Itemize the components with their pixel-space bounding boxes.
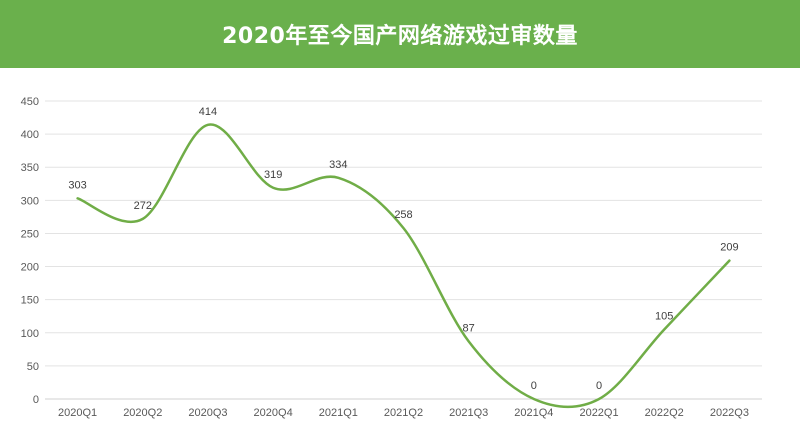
y-axis-ticks: 0 50 100 150 200 250 300 350 400 450: [21, 96, 39, 406]
gridlines: [45, 100, 762, 400]
x-tick-label: 2021Q3: [449, 407, 488, 419]
x-tick-label: 2020Q3: [188, 407, 227, 419]
data-label: 303: [68, 179, 86, 191]
data-label: 105: [655, 310, 673, 322]
y-tick-label: 0: [33, 394, 39, 406]
chart-title-banner: 2020年至今国产网络游戏过审数量: [0, 0, 800, 68]
x-tick-label: 2022Q2: [645, 407, 684, 419]
data-label: 334: [329, 159, 347, 171]
series-line: [76, 123, 731, 409]
y-tick-label: 450: [21, 96, 39, 108]
x-tick-label: 2022Q3: [710, 407, 749, 419]
x-axis-ticks: 2020Q1 2020Q2 2020Q3 2020Q4 2021Q1 2021Q2 2021…: [58, 407, 749, 419]
y-tick-label: 300: [21, 195, 39, 207]
x-tick-label: 2020Q1: [58, 407, 97, 419]
y-tick-label: 200: [21, 262, 39, 274]
data-label: 0: [596, 380, 602, 392]
data-label: 209: [720, 242, 738, 254]
data-label: 87: [463, 322, 475, 334]
series-layer: [76, 123, 731, 409]
y-tick-label: 350: [21, 162, 39, 174]
y-tick-label: 250: [21, 228, 39, 240]
x-tick-label: 2022Q1: [579, 407, 618, 419]
y-tick-label: 50: [27, 361, 39, 373]
data-label: 319: [264, 169, 282, 181]
x-tick-label: 2020Q4: [254, 407, 293, 419]
y-tick-label: 100: [21, 328, 39, 340]
x-tick-label: 2020Q2: [123, 407, 162, 419]
data-label: 258: [394, 209, 412, 221]
data-label: 272: [134, 200, 152, 212]
x-tick-label: 2021Q4: [514, 407, 553, 419]
data-labels: 303 272 414 319 334 258 87 0 0 105 209: [68, 106, 738, 392]
data-label: 414: [199, 106, 217, 118]
y-tick-label: 400: [21, 129, 39, 141]
data-label: 0: [531, 380, 537, 392]
y-tick-label: 150: [21, 295, 39, 307]
x-tick-label: 2021Q1: [319, 407, 358, 419]
x-tick-label: 2021Q2: [384, 407, 423, 419]
chart-title: 2020年至今国产网络游戏过审数量: [222, 24, 578, 49]
line-chart: 0 50 100 150 200 250 300 350 400 450 2020Q1 2020Q2…: [21, 96, 762, 419]
